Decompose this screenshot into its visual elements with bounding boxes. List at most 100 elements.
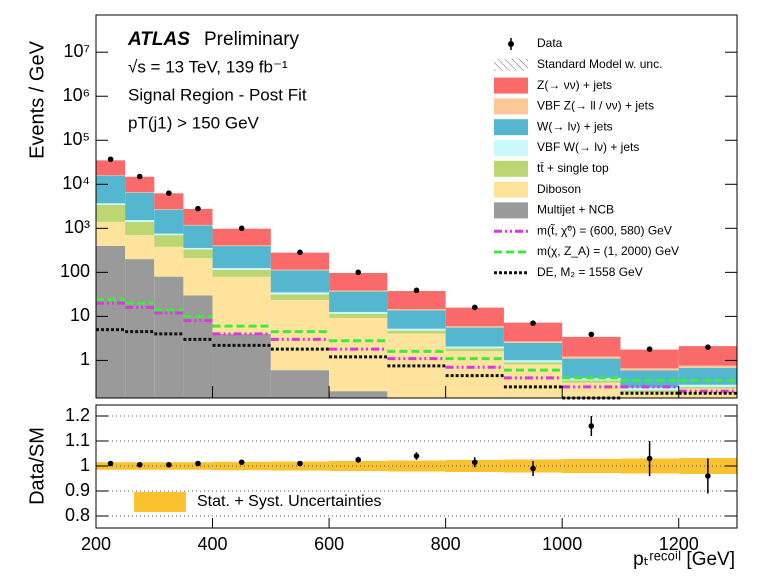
stack-bar <box>679 366 737 368</box>
stack-bar <box>620 392 678 398</box>
y-tick-label: 1.1 <box>65 430 90 450</box>
stack-bar <box>183 250 212 259</box>
stack-bar <box>154 210 183 234</box>
stack-bar <box>213 268 271 270</box>
ratio-point <box>589 423 595 429</box>
stack-bar <box>271 253 329 270</box>
stack-bar <box>504 343 562 360</box>
y-tick-label: 100 <box>60 261 90 281</box>
stack-bar <box>562 359 620 378</box>
ratio-point <box>137 462 143 468</box>
stack-bar <box>329 312 387 314</box>
y-tick-label: 1.2 <box>65 405 90 425</box>
ratio-point <box>239 459 245 465</box>
stack-bar <box>213 334 271 398</box>
x-tick-label: 200 <box>81 534 111 554</box>
stack-bar <box>504 362 562 364</box>
stack-bar <box>562 380 620 382</box>
stack-bar <box>271 292 329 294</box>
y-tick-label: 0.9 <box>65 480 90 500</box>
x-tick-label: 1000 <box>542 534 582 554</box>
data-point <box>472 305 478 311</box>
data-point <box>414 288 420 294</box>
stack-bar <box>183 226 212 248</box>
stack-bar <box>271 270 329 271</box>
stack-bar <box>125 193 154 220</box>
stack-bar <box>329 292 387 312</box>
stack-bar <box>387 334 445 398</box>
stack-bar <box>562 357 620 359</box>
legend-label: VBF W(→ lν) + jets <box>537 140 639 154</box>
stack-bar <box>387 309 445 310</box>
legend-label: m(t̃, χ̃⁰) = (600, 580) GeV <box>537 223 672 238</box>
ratio-point <box>705 473 711 479</box>
legend-label: DE, M₂ = 1558 GeV <box>537 265 643 279</box>
legend-data-marker <box>508 41 514 47</box>
data-point <box>355 270 361 276</box>
legend-label: Stat. + Syst. Uncertainties <box>197 493 382 510</box>
stack-bar <box>154 247 183 277</box>
stack-bar <box>271 370 329 398</box>
x-tick-label: 800 <box>431 534 461 554</box>
ratio-point <box>166 462 172 468</box>
ratio-point <box>355 457 361 463</box>
cut-label: pT(j1) > 150 GeV <box>128 113 260 132</box>
ratio-point <box>530 466 536 472</box>
legend-sm-swatch <box>494 59 528 71</box>
legend-label: Data <box>537 36 563 50</box>
stack-bar <box>213 246 271 268</box>
legend-swatch <box>134 492 186 512</box>
stack-bar <box>96 203 125 205</box>
stack-bar <box>446 326 504 327</box>
legend-swatch <box>494 182 528 198</box>
legend-label: Z(→ νν) + jets <box>537 78 612 92</box>
stack-bar <box>387 329 445 331</box>
legend-swatch <box>494 78 528 94</box>
stack-bar <box>183 258 212 295</box>
stack-bar <box>329 318 387 391</box>
stack-bar <box>446 328 504 347</box>
legend-label: Standard Model w. unc. <box>537 57 662 71</box>
region-label: Signal Region - Post Fit <box>128 85 307 104</box>
stack-bar <box>446 308 504 327</box>
data-point <box>589 332 595 338</box>
x-tick-label: 600 <box>314 534 344 554</box>
legend-swatch <box>494 140 528 156</box>
stack-bar <box>96 160 125 175</box>
data-point <box>166 190 172 196</box>
stack-bar <box>183 248 212 250</box>
stack-bar <box>271 271 329 293</box>
ratio-point <box>414 453 420 459</box>
ratio-y-label: Data/SM <box>26 427 48 505</box>
ratio-point <box>297 461 303 467</box>
legend-swatch <box>494 202 528 218</box>
stack-bar <box>504 341 562 342</box>
stack-bar <box>446 346 504 348</box>
stack-bar <box>679 387 737 389</box>
data-point <box>297 250 303 256</box>
stack-bar <box>96 176 125 204</box>
stack-bar <box>125 259 154 398</box>
data-point <box>108 156 114 162</box>
y-tick-label: 1 <box>80 349 90 369</box>
stack-bar <box>96 246 125 398</box>
stack-bar <box>213 245 271 246</box>
ratio-point <box>647 456 653 462</box>
legend-label: tt̄ + single top <box>537 161 609 175</box>
stack-bar <box>271 300 329 370</box>
ratio-point <box>195 461 201 467</box>
stack-bar <box>154 277 183 398</box>
y-tick-label: 1 <box>80 455 90 475</box>
data-point <box>239 226 245 232</box>
stack-bar <box>387 310 445 328</box>
legend-swatch <box>494 98 528 114</box>
stack-bar <box>562 383 620 398</box>
stack-bar <box>679 385 737 387</box>
y-tick-label: 10⁷ <box>63 41 90 61</box>
stack-bar <box>620 350 678 369</box>
stack-bar <box>504 360 562 362</box>
stack-bar <box>446 348 504 351</box>
stack-bar <box>271 294 329 300</box>
